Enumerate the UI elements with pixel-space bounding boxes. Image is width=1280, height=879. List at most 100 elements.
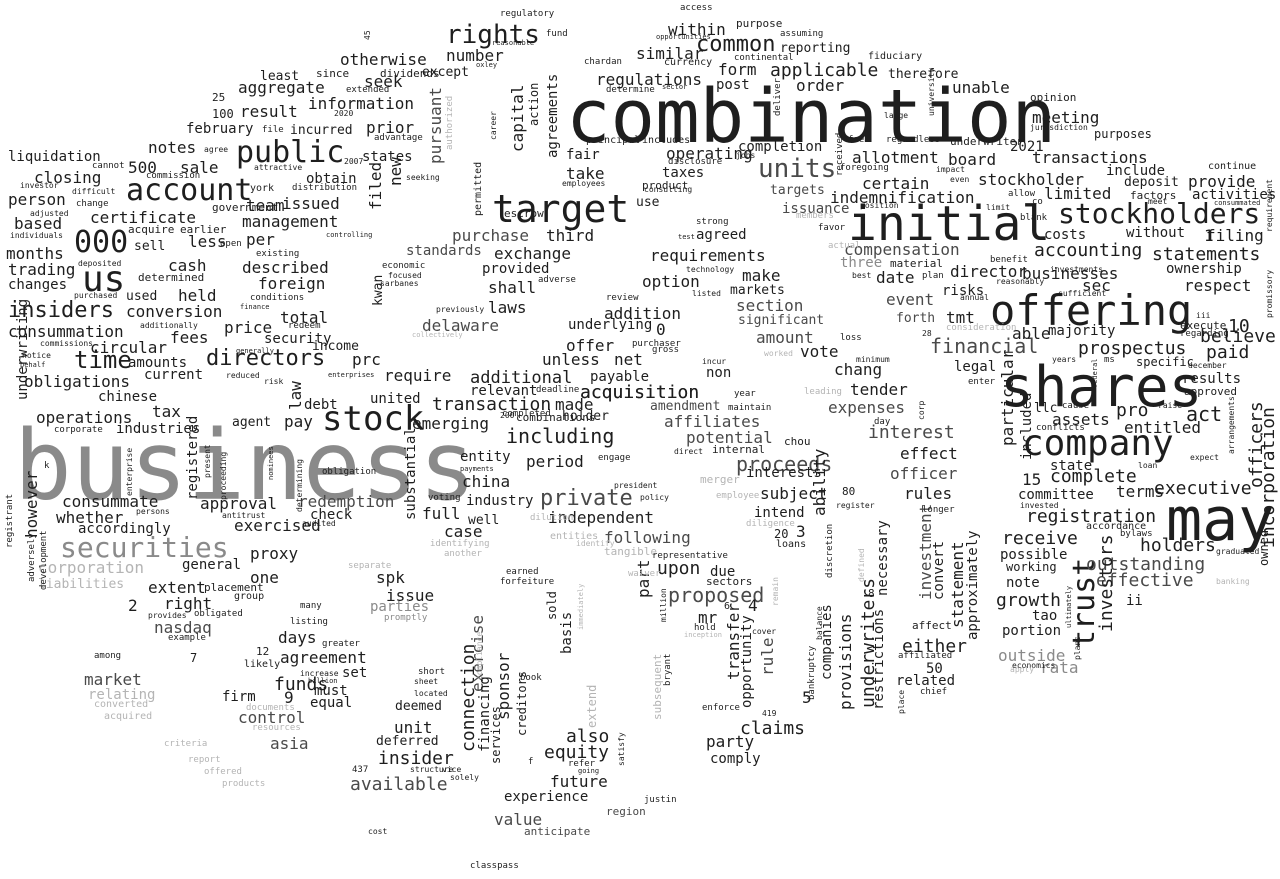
word-director: director: [950, 262, 1028, 281]
word-held: held: [178, 286, 217, 305]
word-distribution: distribution: [292, 183, 358, 193]
word-present: present: [203, 444, 212, 478]
word-included: included: [1019, 392, 1035, 460]
word-remain: remain: [771, 577, 780, 606]
word-filed: filed: [366, 161, 385, 210]
word-purposes: purposes: [1094, 127, 1152, 141]
word-within: within: [668, 20, 726, 39]
word-check: check: [310, 507, 353, 523]
word-deadline: deadline: [536, 385, 580, 395]
word-total: total: [280, 308, 329, 327]
word-opinion: opinion: [1030, 91, 1077, 104]
word-report: report: [188, 755, 221, 765]
word-necessary: necessary: [875, 520, 891, 596]
word-non: non: [706, 365, 732, 381]
word-december: december: [1188, 361, 1227, 370]
word-circular: circular: [90, 338, 168, 357]
word-accounting: accounting: [1034, 240, 1143, 261]
word-general: general: [182, 557, 242, 573]
word-possible: possible: [1000, 547, 1068, 563]
word-satisfy: satisfy: [617, 732, 626, 766]
word-oxley: oxley: [476, 61, 498, 69]
word-extended: extended: [346, 85, 390, 95]
word-includes: includes: [642, 135, 691, 146]
word-equity: equity: [544, 742, 610, 763]
word-reasonable: reasonable: [492, 39, 535, 47]
word-us: us: [82, 259, 126, 300]
word-relevant: relevant: [470, 383, 538, 399]
word-defined: defined: [857, 548, 866, 582]
word-entity: entity: [460, 449, 511, 465]
word-k: k: [44, 461, 50, 471]
word-2007: 2007: [344, 157, 364, 166]
word-0: 0: [656, 320, 666, 339]
word-cause: cause: [1062, 401, 1090, 411]
word-disclosure: disclosure: [668, 157, 723, 167]
word-determine: determine: [606, 85, 655, 95]
word-enter: enter: [968, 377, 996, 387]
word-complete: complete: [1050, 466, 1137, 487]
word-sell: sell: [134, 239, 166, 254]
word-determining: determining: [295, 459, 304, 512]
word-per: per: [246, 230, 275, 249]
word-jurisdiction: jurisdiction: [1030, 123, 1088, 132]
word-technology: technology: [686, 265, 735, 274]
word-information: information: [308, 94, 414, 113]
word-factors: factors: [1130, 189, 1177, 202]
word-fund: fund: [546, 29, 568, 39]
word-rights: rights: [446, 20, 540, 50]
word-raise: raise: [1158, 401, 1183, 410]
word-since: since: [316, 67, 350, 80]
word-employees: employees: [562, 179, 606, 188]
word-audited: audited: [302, 519, 336, 528]
word-proceeding: proceeding: [219, 451, 228, 500]
word-purchase: purchase: [452, 226, 530, 245]
word-3: 3: [796, 522, 806, 541]
word-underwriter: underwriter: [950, 135, 1023, 148]
word-change: change: [76, 199, 109, 209]
word-gross: gross: [652, 345, 680, 355]
word-result: result: [240, 102, 298, 121]
word-7: 7: [190, 651, 198, 665]
word-100: 100: [212, 107, 234, 121]
word-agree: agree: [204, 145, 229, 154]
word-amount: amount: [756, 328, 814, 347]
word-reporting: reporting: [780, 41, 851, 56]
word-obligation: obligation: [322, 467, 377, 477]
word-1: 1: [1204, 226, 1214, 245]
word-regardless: regardless: [886, 135, 941, 145]
word-cannot: cannot: [92, 161, 125, 171]
word-conflicts: conflicts: [1036, 423, 1085, 433]
word-blank: blank: [1020, 213, 1048, 223]
word-business: business: [14, 410, 477, 522]
word-provide: provide: [1188, 172, 1256, 191]
word-less: less: [188, 232, 227, 251]
word-holder: holder: [562, 409, 609, 424]
word-purpose: purpose: [736, 17, 783, 30]
word-emerging: emerging: [412, 414, 490, 433]
word-industry: industry: [466, 493, 534, 509]
word-apply: apply: [1010, 665, 1035, 674]
word-years: years: [1052, 355, 1077, 364]
word-proposed: proposed: [668, 583, 765, 607]
word-12: 12: [256, 645, 270, 658]
word-rule: rule: [758, 637, 777, 676]
word-effective: effective: [1096, 570, 1194, 591]
word-persons: persons: [136, 507, 170, 516]
word-obtain: obtain: [306, 171, 357, 187]
word-filing: filing: [1206, 226, 1264, 245]
word-comply: comply: [710, 751, 761, 767]
word-15: 15: [1022, 470, 1042, 489]
word-acquired: acquired: [104, 711, 153, 722]
word-ownership: ownership: [1166, 261, 1242, 277]
word-agreements: agreements: [545, 73, 561, 158]
word-arrangements: arrangements: [1227, 396, 1236, 454]
word-agreed: agreed: [696, 227, 747, 243]
word-net: net: [614, 350, 643, 369]
word-enterprises: enterprises: [328, 371, 375, 379]
word-previously: previously: [436, 305, 485, 314]
word-markets: markets: [730, 283, 785, 298]
word-chou: chou: [784, 435, 811, 448]
word-terms: terms: [1116, 482, 1165, 501]
word-note: note: [1006, 575, 1040, 591]
